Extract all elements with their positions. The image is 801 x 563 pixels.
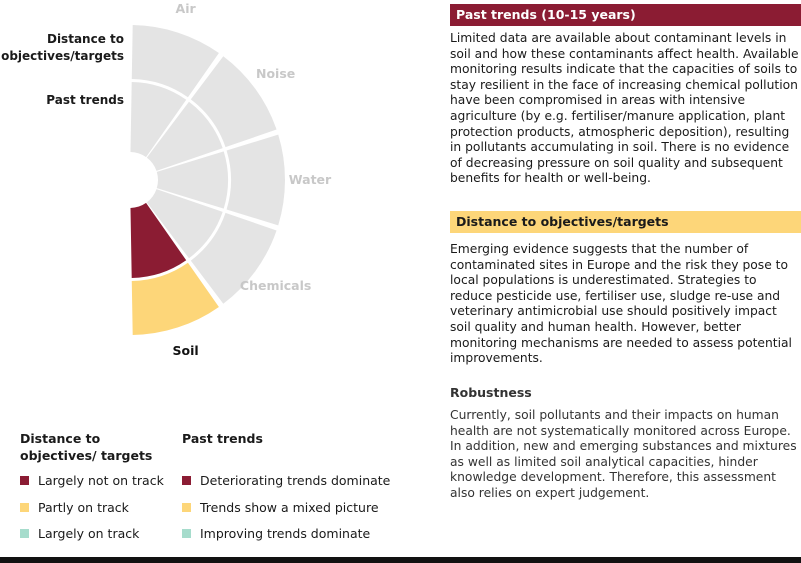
legend-item-deteriorating: Deteriorating trends dominate [182,472,390,489]
legend-item-largely-on-track: Largely on track [20,525,139,542]
segment-chemicals-outer[interactable] [190,212,277,304]
legend-item-largely-not-on-track: Largely not on track [20,472,164,489]
legend-item-partly-on-track: Partly on track [20,499,129,516]
swatch-deteriorating [20,476,29,485]
segment-soil-outer[interactable] [131,262,219,335]
swatch-improving [182,529,191,538]
segment-soil-inner[interactable] [130,202,187,278]
swatch-improving [20,529,29,538]
legend-item-mixed: Trends show a mixed picture [182,499,379,516]
legend-distance-heading: Distance to objectives/ targets [20,431,153,463]
segment-water-inner[interactable] [156,151,228,209]
segment-label-air: Air [176,1,197,16]
legend-trends-heading: Past trends [182,431,263,446]
segment-noise-inner[interactable] [146,101,223,171]
legend-item-improving: Improving trends dominate [182,525,370,542]
swatch-mixed [182,503,191,512]
ring-label-inner: Past trends [46,93,124,107]
segment-noise-outer[interactable] [190,56,277,148]
segment-label-soil: Soil [173,343,199,358]
bottom-bar [0,557,801,563]
segment-water-outer[interactable] [226,134,285,226]
segment-label-water: Water [289,172,332,187]
segment-label-chemicals: Chemicals [240,278,311,293]
ring-label-outer: Distance to objectives/targets [1,32,124,63]
robustness-text: Currently, soil pollutants and their imp… [450,408,797,500]
segment-label-noise: Noise [256,66,295,81]
robustness-heading: Robustness [450,385,532,400]
segment-air-outer[interactable] [131,25,219,98]
past-trends-text: Limited data are available about contami… [450,31,799,186]
segment-air-inner[interactable] [130,82,187,158]
swatch-mixed [20,503,29,512]
past-trends-header: Past trends (10-15 years) [450,4,801,26]
swatch-deteriorating [182,476,191,485]
distance-header: Distance to objectives/targets [450,211,801,233]
segment-chemicals-inner[interactable] [146,189,223,259]
assessment-wheel: Air Noise Water Chemicals Soil [130,1,332,358]
distance-text: Emerging evidence suggests that the numb… [450,242,792,366]
